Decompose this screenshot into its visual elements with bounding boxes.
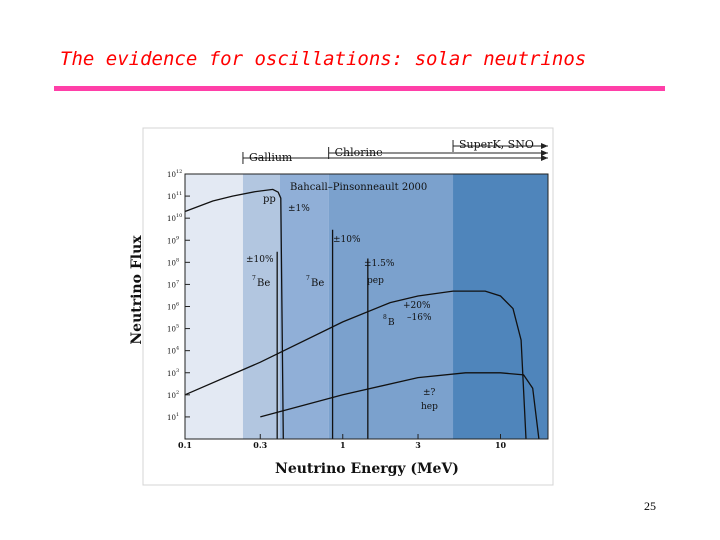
y-tick-exponent-4: 4: [176, 346, 179, 352]
y-tick-label-12: 10: [167, 171, 176, 179]
x-tick-label-0.3: 0.3: [253, 440, 267, 450]
pp-label: pp: [263, 194, 276, 205]
y-axis-title: Neutrino Flux: [129, 235, 145, 345]
series-line-hep: [260, 372, 540, 440]
y-tick-label-7: 10: [167, 281, 176, 289]
y-tick-label-5: 10: [167, 326, 176, 334]
y-tick-exponent-3: 3: [176, 368, 179, 374]
pp-uncertainty: ±1%: [288, 204, 310, 214]
x-axis-title: Neutrino Energy (MeV): [275, 461, 459, 477]
x-tick-label-3: 3: [415, 440, 421, 450]
y-tick-label-3: 10: [167, 370, 176, 378]
be7-uncertainty: ±10%: [246, 255, 274, 265]
experiment-label-superk-sno: SuperK, SNO: [459, 138, 534, 151]
experiment-arrowhead-chlorine: [541, 150, 548, 156]
b8-uncertainty-minus: –16%: [407, 313, 432, 323]
be7-sup: 7: [252, 275, 256, 282]
b8-sup: 8: [383, 314, 387, 321]
series-line-pp: [184, 188, 284, 440]
experiment-label-chlorine: Chlorine: [335, 146, 383, 159]
threshold-band-3: [279, 174, 329, 439]
threshold-band-4: [328, 174, 454, 439]
series-line-8b: [184, 290, 527, 440]
experiment-arrowhead-gallium: [541, 155, 548, 161]
y-tick-exponent-12: 12: [176, 169, 182, 175]
y-tick-label-2: 10: [167, 392, 176, 400]
y-tick-exponent-10: 10: [176, 213, 182, 219]
y-tick-label-10: 10: [167, 215, 176, 223]
experiment-arrowhead-superk-sno: [541, 143, 548, 149]
y-tick-exponent-7: 7: [176, 279, 179, 285]
pep-label: pep: [367, 276, 384, 286]
x-tick-label-0.1: 0.1: [178, 440, 192, 450]
y-tick-label-11: 10: [167, 193, 176, 201]
hep-uncertainty: ±?: [423, 388, 436, 398]
b8-uncertainty-plus: +20%: [403, 301, 431, 311]
threshold-band-5: [453, 174, 548, 439]
y-tick-label-4: 10: [167, 348, 176, 356]
be7b-label: Be: [311, 278, 324, 289]
y-tick-exponent-6: 6: [176, 302, 179, 308]
y-tick-exponent-9: 9: [176, 235, 179, 241]
slide-title: The evidence for oscillations: solar neu…: [60, 48, 587, 70]
b8-label: B: [388, 318, 395, 328]
experiment-label-gallium: Gallium: [249, 151, 293, 164]
y-tick-exponent-11: 11: [176, 191, 182, 197]
be7b-sup: 7: [306, 275, 310, 282]
be7-label: Be: [257, 278, 270, 289]
threshold-band-2: [242, 174, 280, 439]
y-tick-label-1: 10: [167, 414, 176, 422]
model-label: Bahcall–Pinsonneault 2000: [290, 182, 427, 193]
pep-uncertainty: ±1.5%: [364, 259, 395, 269]
y-tick-label-6: 10: [167, 304, 176, 312]
x-tick-label-1: 1: [340, 440, 346, 450]
title-underline: [54, 86, 665, 91]
y-tick-exponent-1: 1: [176, 412, 179, 418]
be7b-uncertainty: ±10%: [333, 235, 361, 245]
y-tick-exponent-8: 8: [176, 257, 179, 263]
hep-label: hep: [421, 402, 438, 412]
page-number: 25: [644, 499, 656, 513]
y-tick-exponent-5: 5: [176, 324, 179, 330]
x-tick-label-10: 10: [495, 440, 507, 450]
y-tick-label-9: 10: [167, 237, 176, 245]
y-tick-exponent-2: 2: [176, 390, 179, 396]
y-tick-label-8: 10: [167, 259, 176, 267]
threshold-band-1: [185, 174, 243, 439]
